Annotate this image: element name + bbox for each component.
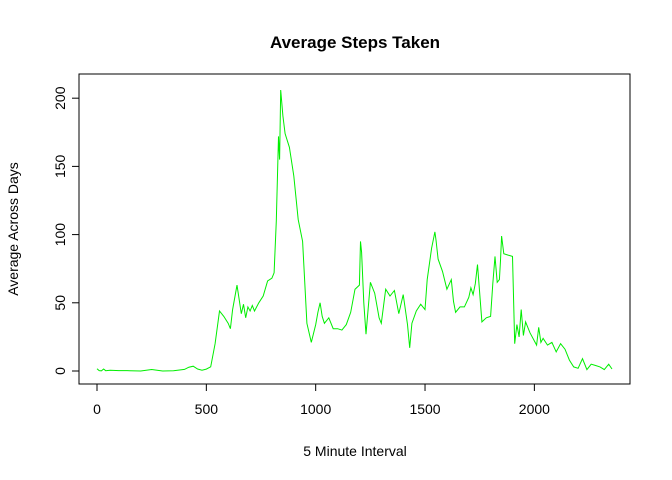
series-line [96,89,613,372]
y-tick-label: 50 [52,295,68,311]
y-tick-label: 100 [52,223,68,247]
x-tick-label: 1500 [409,401,440,417]
y-axis: 0 50 100 150 200 [52,86,80,375]
x-axis-label: 5 Minute Interval [303,443,407,459]
x-axis: 0 500 1000 1500 2000 [93,383,550,417]
x-tick-label: 1000 [300,401,331,417]
chart-title: Average Steps Taken [270,33,440,52]
x-tick-label: 2000 [519,401,550,417]
plot-frame [78,73,631,385]
y-tick-label: 200 [52,86,68,110]
y-axis-label: Average Across Days [5,162,21,296]
y-tick-label: 150 [52,154,68,178]
y-tick-label: 0 [52,367,68,375]
x-tick-label: 500 [195,401,219,417]
x-tick-label: 0 [93,401,101,417]
